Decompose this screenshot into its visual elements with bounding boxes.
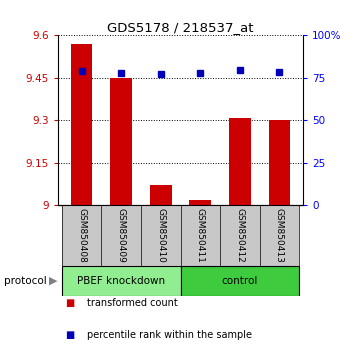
Bar [62,205,101,266]
Bar [269,120,290,205]
Bar [220,205,260,266]
Text: GSM850412: GSM850412 [235,208,244,263]
Bar [101,205,141,266]
Text: ■: ■ [65,298,74,308]
Bar [71,44,92,205]
Bar [62,266,180,296]
Bar [180,266,299,296]
Bar [180,205,220,266]
Text: PBEF knockdown: PBEF knockdown [77,275,165,286]
Text: GSM850410: GSM850410 [156,208,165,263]
Text: percentile rank within the sample: percentile rank within the sample [87,330,252,339]
Bar [141,205,180,266]
Bar [150,185,171,205]
Text: GSM850413: GSM850413 [275,208,284,263]
Bar [260,205,299,266]
Text: protocol: protocol [4,275,46,286]
Text: ■: ■ [65,330,74,339]
Text: ▶: ▶ [49,275,57,286]
Text: GSM850409: GSM850409 [117,208,126,263]
Text: GSM850411: GSM850411 [196,208,205,263]
Bar [229,118,251,205]
Bar [110,78,132,205]
Title: GDS5178 / 218537_at: GDS5178 / 218537_at [107,21,254,34]
Bar [190,200,211,205]
Text: GSM850408: GSM850408 [77,208,86,263]
Text: transformed count: transformed count [87,298,177,308]
Text: control: control [222,275,258,286]
